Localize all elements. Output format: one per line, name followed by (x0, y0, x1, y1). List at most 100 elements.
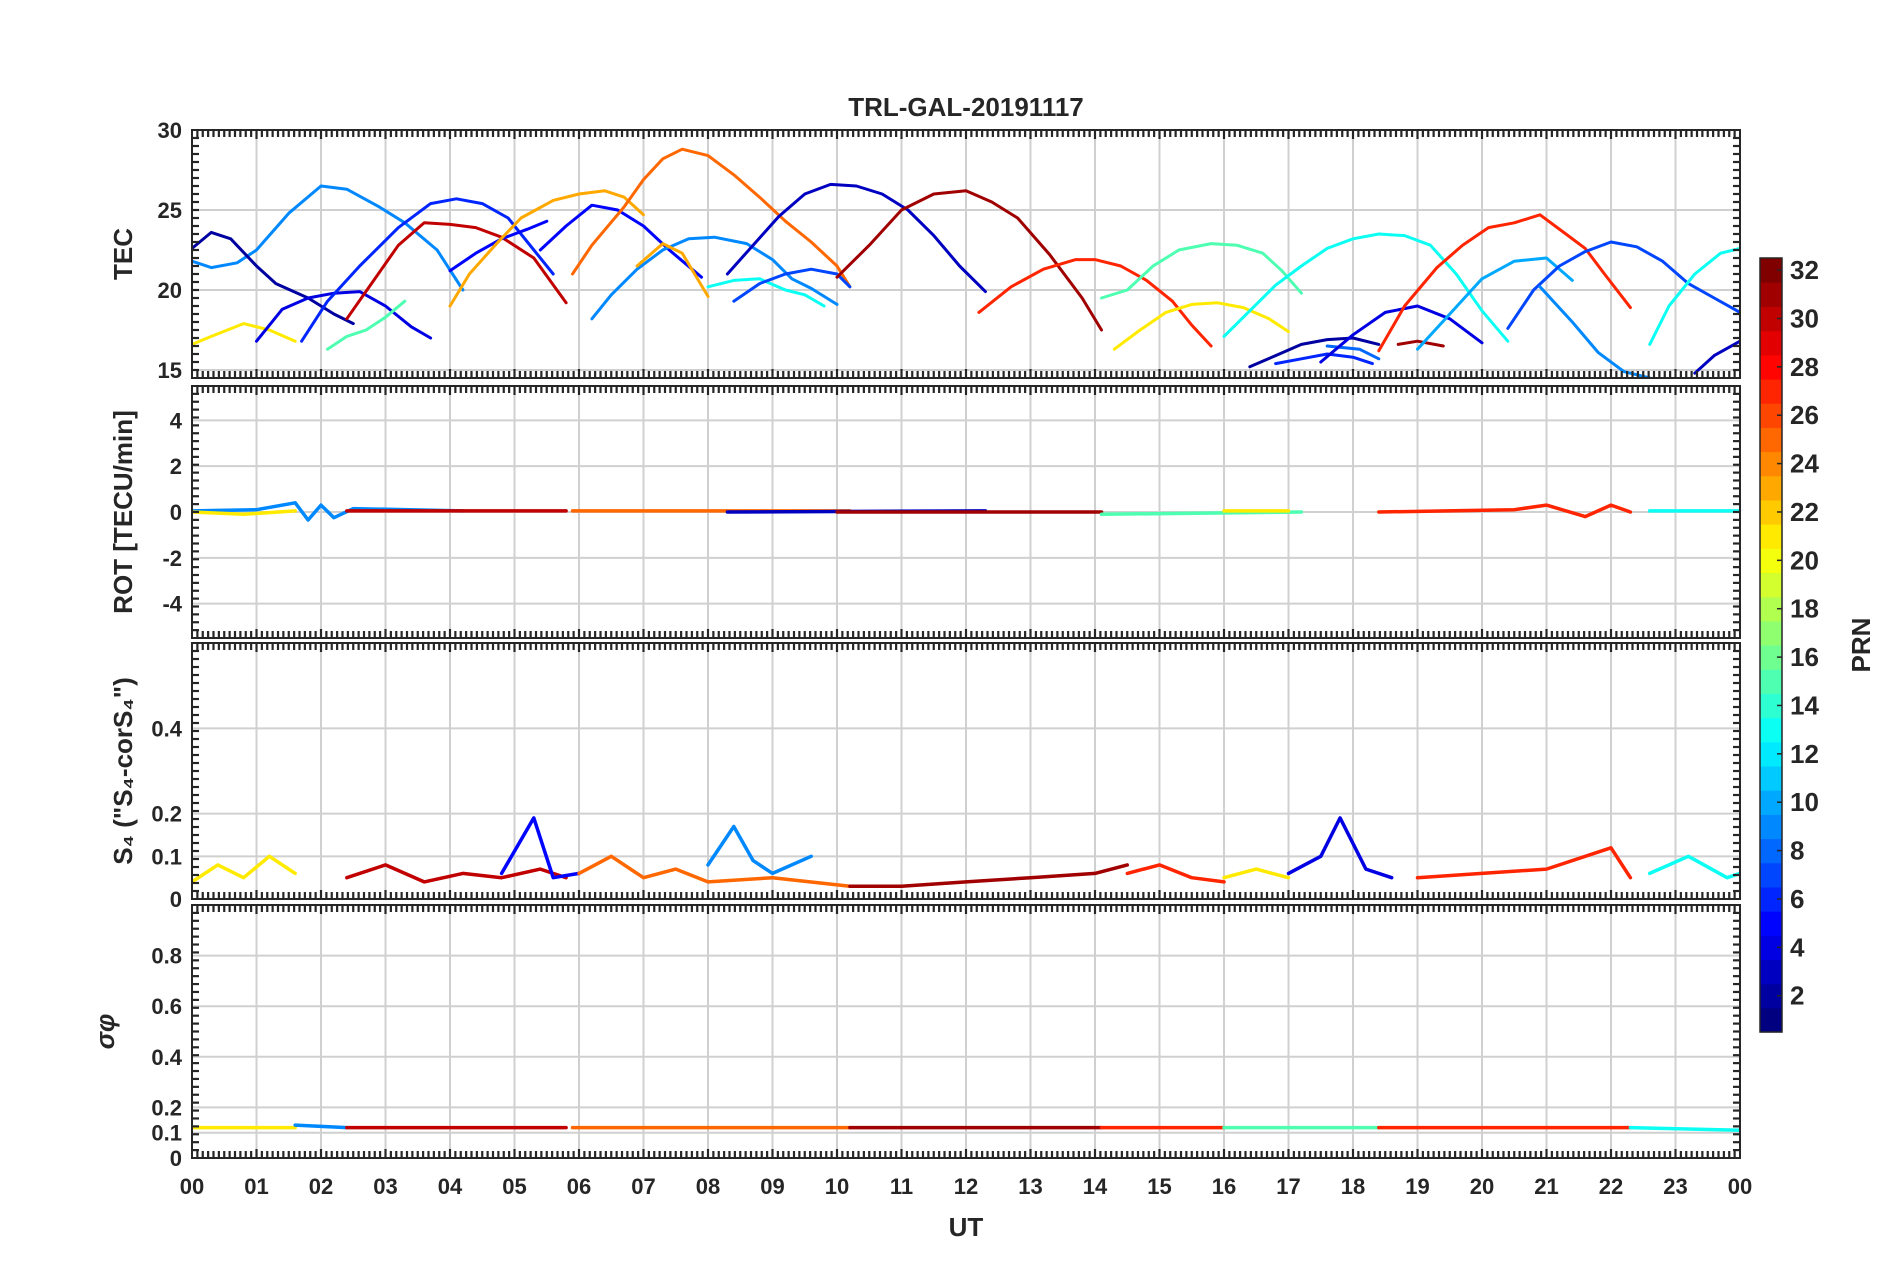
colorbar-tick-label: 20 (1790, 545, 1819, 575)
colorbar-swatch (1760, 258, 1782, 283)
x-tick-label: 18 (1341, 1174, 1365, 1199)
colorbar-tick-label: 12 (1790, 739, 1819, 769)
y-tick-label: 0.6 (151, 994, 182, 1019)
x-tick-label: 10 (825, 1174, 849, 1199)
colorbar-swatch (1760, 306, 1782, 332)
series-line-prn-7 (1506, 240, 1740, 330)
x-tick-label: 00 (180, 1174, 204, 1199)
y-tick-label: -2 (162, 546, 182, 571)
colorbar-label: PRN (1846, 618, 1876, 673)
colorbar-swatch (1760, 935, 1782, 961)
colorbar-swatch (1760, 524, 1782, 549)
colorbar-swatch (1760, 838, 1782, 864)
y-tick-label: -4 (162, 592, 182, 617)
y-tick-label: 0.2 (151, 1095, 182, 1120)
colorbar-tick-label: 4 (1790, 932, 1805, 962)
series-line-prn-4 (255, 290, 433, 343)
y-tick-label: 0.2 (151, 802, 182, 827)
colorbar-swatch (1760, 911, 1782, 936)
minor-ticks (192, 905, 1740, 1158)
x-tick-label: 03 (373, 1174, 397, 1199)
x-tick-label: 09 (760, 1174, 784, 1199)
colorbar-swatch (1760, 765, 1782, 791)
x-tick-label: 02 (309, 1174, 333, 1199)
series-line-prn-31 (1396, 339, 1445, 348)
colorbar-tick-label: 30 (1790, 303, 1819, 333)
series-line-prn-30 (345, 863, 568, 884)
series-line-prn-21 (192, 509, 297, 517)
minor-ticks (192, 643, 1740, 899)
colorbar-swatch (1760, 499, 1782, 525)
series-line-prn-13 (1648, 246, 1740, 346)
panel-2: -4 -2 0 2 4 ROT [TECU/min] (108, 385, 1741, 639)
series-line-prn-5 (499, 816, 581, 880)
series-group (192, 816, 1740, 888)
colorbar-swatch (1760, 983, 1782, 1009)
series-line-prn-31 (848, 863, 1130, 888)
colorbar-swatch (1760, 427, 1782, 453)
series-line-prn-15 (326, 299, 407, 351)
x-tick-label: 07 (631, 1174, 655, 1199)
y-tick-label: 0.8 (151, 944, 182, 969)
colorbar-tick-label: 6 (1790, 884, 1804, 914)
series-line-prn-21 (192, 322, 297, 346)
series-line-prn-2 (1248, 336, 1381, 369)
colorbar-swatch (1760, 330, 1782, 356)
panel-1: 15 20 25 30 TEC (108, 118, 1741, 383)
y-tick-label: 0 (170, 500, 182, 525)
series-group (192, 501, 1740, 522)
y-tick-label: 0.4 (151, 716, 182, 741)
series-line-prn-10 (1416, 256, 1574, 351)
colorbar-swatch (1760, 354, 1782, 380)
y-tick-label: 15 (158, 358, 182, 383)
y-axis-label: TEC (108, 228, 138, 280)
colorbar-swatch (1760, 475, 1782, 501)
series-line-prn-13 (1628, 1125, 1740, 1132)
y-tick-label: 30 (158, 118, 182, 143)
x-tick-label: 22 (1599, 1174, 1623, 1199)
series-line-prn-9 (706, 824, 813, 876)
series-line-prn-30 (345, 221, 568, 321)
colorbar-swatch (1760, 669, 1782, 694)
series-line-prn-27 (1125, 863, 1226, 884)
y-axis-label: ROT [TECU/min] (108, 410, 138, 614)
series-line-prn-13 (1222, 232, 1510, 343)
colorbar-swatch (1760, 790, 1782, 815)
y-tick-label: 4 (170, 408, 183, 433)
colorbar-swatch (1760, 741, 1782, 767)
x-tick-label: 06 (567, 1174, 591, 1199)
colorbar-swatch (1760, 693, 1782, 719)
series-line-prn-25 (577, 854, 852, 888)
series-group (192, 147, 1740, 378)
x-tick-label: 12 (954, 1174, 978, 1199)
colorbar-tick-label: 14 (1790, 690, 1819, 720)
panel-3: 0 0.1 0.2 0.4 S₄ ("S₄-corS₄") (108, 642, 1741, 912)
colorbar-swatch (1760, 548, 1782, 574)
x-tick-label: 21 (1534, 1174, 1558, 1199)
colorbar-swatch (1760, 645, 1782, 670)
x-tick-label: 04 (438, 1174, 463, 1199)
y-tick-label: 2 (170, 454, 182, 479)
colorbar-tick-label: 16 (1790, 642, 1819, 672)
minor-ticks (192, 386, 1740, 638)
y-tick-label: 0.1 (151, 844, 182, 869)
series-line-prn-3 (725, 182, 987, 294)
colorbar-swatch (1760, 1007, 1782, 1033)
series-line-prn-9 (293, 1123, 349, 1130)
series-line-prn-3 (1693, 339, 1740, 375)
series-line-prn-31 (835, 189, 1103, 332)
y-tick-label: 0 (170, 887, 182, 912)
colorbar-swatch (1760, 572, 1782, 598)
colorbar-swatch (1760, 282, 1782, 307)
colorbar-swatch (1760, 814, 1782, 840)
colorbar-tick-label: 32 (1790, 255, 1819, 285)
series-line-prn-27 (1377, 213, 1632, 353)
x-tick-labels: 00 01 02 03 04 05 06 07 08 09 10 11 12 13 14 15 16 17 18 19… (180, 1174, 1752, 1199)
colorbar-swatch (1760, 403, 1782, 428)
series-line-prn-15 (1100, 242, 1303, 300)
x-axis-label: UT (949, 1212, 984, 1242)
colorbar-tick-label: 18 (1790, 594, 1819, 624)
minor-ticks (192, 130, 1740, 378)
colorbar-swatch (1760, 717, 1782, 743)
colorbar-swatch (1760, 959, 1782, 985)
